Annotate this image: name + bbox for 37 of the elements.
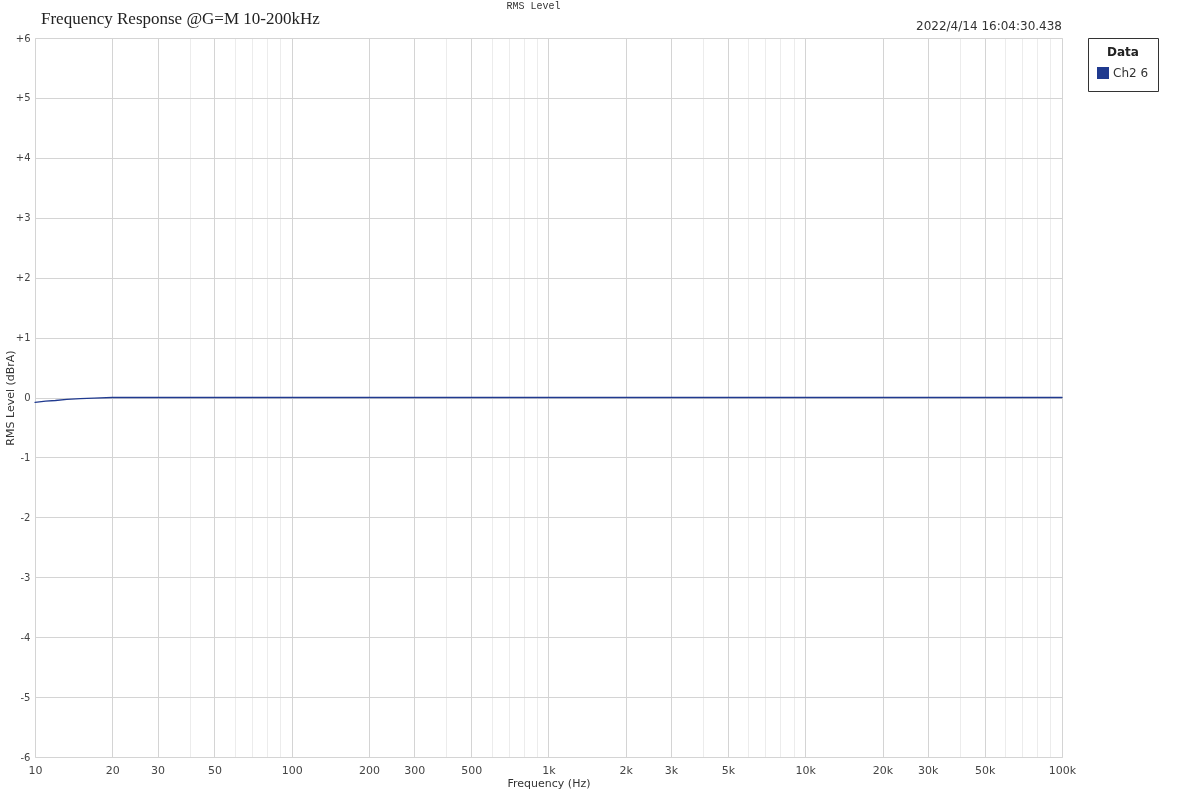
y-tick-label: +4 — [15, 152, 31, 164]
x-tick-label: 20k — [872, 763, 894, 777]
y-tick-label: +5 — [15, 92, 31, 104]
y-tick-label: -6 — [20, 751, 31, 763]
y-tick-label: +6 — [15, 32, 31, 44]
y-tick-label: -2 — [20, 511, 31, 523]
x-tick-label: 1k — [542, 763, 557, 777]
y-axis-title: RMS Level (dBrA) — [3, 350, 17, 446]
x-tick-label: 5k — [721, 763, 736, 777]
y-tick-label: -4 — [20, 631, 31, 643]
x-tick-label: 50k — [975, 763, 997, 777]
legend-label: Ch2 6 — [1113, 66, 1149, 80]
x-axis-title: Frequency (Hz) — [507, 776, 591, 790]
x-tick-label: 10 — [28, 763, 43, 777]
chart-subtitle: RMS Level — [506, 1, 561, 12]
x-tick-label: 50 — [207, 763, 222, 777]
x-tick-label: 30 — [151, 763, 165, 777]
y-tick-label: -3 — [20, 571, 31, 583]
legend-title: Data — [1107, 45, 1139, 59]
x-tick-label: 20 — [105, 763, 120, 777]
x-tick-label: 300 — [404, 763, 426, 777]
x-tick-label: 10k — [795, 763, 817, 777]
y-tick-label: -1 — [20, 451, 31, 463]
chart-title: Frequency Response @G=M 10-200kHz — [41, 9, 321, 28]
y-tick-label: -5 — [20, 691, 31, 703]
x-tick-label: 100k — [1048, 763, 1077, 777]
x-tick-label: 3k — [664, 763, 679, 777]
x-tick-label: 500 — [461, 763, 483, 777]
text: 2022/4/14 16:04:30.438 — [916, 19, 1062, 33]
x-tick-label: 200 — [359, 763, 381, 777]
x-tick-label: 30k — [918, 763, 940, 777]
y-tick-label: 0 — [24, 392, 31, 403]
y-tick-label: +2 — [15, 272, 31, 284]
x-tick-label: 100 — [281, 763, 303, 777]
y-tick-label: +1 — [15, 332, 31, 344]
x-tick-label: 2k — [619, 763, 634, 777]
y-tick-label: +3 — [15, 212, 31, 224]
